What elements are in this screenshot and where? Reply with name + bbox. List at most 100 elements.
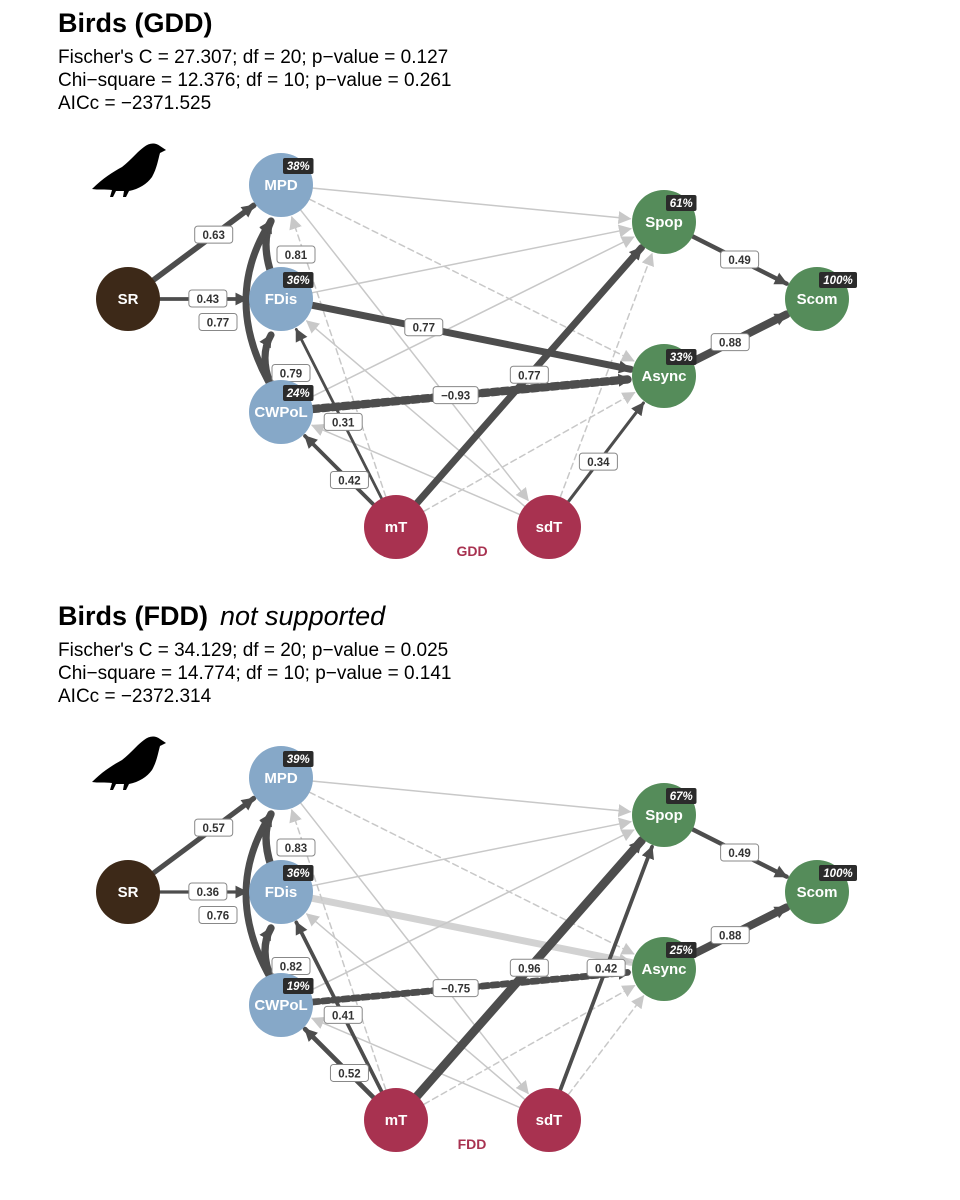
svg-text:0.49: 0.49 — [728, 848, 750, 860]
edge-sdt-cwpol — [311, 424, 521, 516]
panel-gdd: 0.63 0.43 0.81 0.77 0.79 0.42 0.31 0.77 0.77 −0.9… — [58, 8, 857, 559]
node-sdt: sdT — [517, 1088, 581, 1152]
node-sr: SR — [96, 860, 160, 924]
edge-label-layer: 0.57 0.36 0.83 0.76 0.82 0.52 0.41 0.96 0.42 −0.7… — [188, 818, 760, 1082]
coefficient-label: 0.77 — [404, 318, 444, 337]
node-fdis: FDis 36% — [249, 267, 314, 331]
edge-mt-cwpol — [303, 434, 376, 507]
edge-mpd-sdt — [299, 209, 529, 502]
svg-text:0.42: 0.42 — [338, 475, 360, 487]
node-mt: mT — [364, 1088, 428, 1152]
node-label: FDis — [265, 884, 298, 901]
node-label: Async — [641, 961, 686, 978]
svg-text:25%: 25% — [669, 945, 693, 957]
r2-badge: 38% — [283, 158, 314, 174]
svg-text:0.77: 0.77 — [413, 323, 435, 335]
coefficient-label: 0.63 — [194, 225, 234, 244]
coefficient-label: 0.82 — [271, 957, 311, 975]
svg-text:24%: 24% — [286, 388, 310, 400]
node-label: MPD — [264, 770, 298, 787]
svg-text:0.88: 0.88 — [719, 931, 742, 943]
svg-text:33%: 33% — [670, 352, 693, 364]
coefficient-label: 0.79 — [271, 364, 311, 382]
edge-cwpol-mpd — [242, 810, 275, 983]
svg-text:0.96: 0.96 — [518, 963, 540, 975]
r2-badge: 100% — [819, 865, 857, 881]
r2-badge: 100% — [819, 272, 857, 288]
r2-badge: 33% — [666, 349, 697, 365]
node-label: Scom — [797, 884, 838, 901]
fischer-c-stat: Fischer's C = 27.307; df = 20; p−value =… — [58, 47, 449, 68]
node-spop: Spop 67% — [632, 783, 697, 847]
svg-text:36%: 36% — [287, 275, 310, 287]
svg-text:19%: 19% — [287, 981, 310, 993]
node-mpd: MPD 39% — [249, 746, 314, 810]
coefficient-label: −0.75 — [432, 979, 479, 998]
r2-badge: 19% — [283, 978, 314, 994]
support-note: not supported — [220, 601, 386, 631]
node-label: CWPoL — [254, 404, 307, 421]
svg-text:0.52: 0.52 — [338, 1068, 360, 1080]
svg-text:0.77: 0.77 — [518, 370, 540, 382]
coefficient-label: −0.93 — [432, 386, 479, 405]
r2-badge: 25% — [666, 942, 697, 958]
edge-mpd-spop — [312, 187, 632, 225]
svg-text:0.43: 0.43 — [197, 294, 219, 306]
coefficient-label: 0.49 — [720, 843, 760, 862]
svg-text:38%: 38% — [287, 161, 310, 173]
svg-text:0.76: 0.76 — [207, 911, 229, 923]
node-label: sdT — [536, 1112, 563, 1129]
node-label: MPD — [264, 177, 298, 194]
edge-mpd-async — [308, 791, 635, 955]
r2-badge: 61% — [666, 195, 697, 211]
edge-fdis-spop — [311, 817, 632, 887]
edge-mpd-sdt — [299, 802, 529, 1095]
node-fdis: FDis 36% — [249, 860, 314, 924]
node-label: FDis — [265, 291, 298, 308]
edge-cwpol-spop — [308, 236, 635, 399]
edge-mt-async — [423, 984, 636, 1106]
edge-cwpol-fdis — [259, 331, 275, 390]
panel-title: Birds (GDD) — [58, 8, 213, 38]
edge-mpd-spop — [312, 780, 632, 818]
node-layer: SR MPD 38% FDis 36% CWPoL 24% mT sdT Spop 61% Async… — [96, 153, 857, 559]
svg-text:0.49: 0.49 — [728, 255, 750, 267]
node-label: sdT — [536, 519, 563, 536]
bird-silhouette-icon — [92, 143, 166, 197]
bird-silhouette-icon — [92, 736, 166, 790]
node-label: SR — [118, 884, 139, 901]
edge-fdis-async — [308, 301, 635, 374]
node-label: Spop — [645, 807, 683, 824]
r2-badge: 36% — [283, 865, 314, 881]
svg-text:−0.93: −0.93 — [441, 391, 470, 403]
svg-text:0.31: 0.31 — [332, 417, 355, 429]
coefficient-label: 0.77 — [509, 365, 549, 384]
edge-mt-async — [423, 391, 636, 513]
svg-text:0.63: 0.63 — [203, 230, 225, 242]
coefficient-label: 0.88 — [710, 926, 750, 945]
node-label: SR — [118, 291, 139, 308]
coefficient-label: 0.36 — [188, 882, 228, 901]
svg-text:0.57: 0.57 — [203, 823, 225, 835]
r2-badge: 24% — [283, 385, 314, 401]
coefficient-label: 0.41 — [323, 1005, 363, 1024]
driver-label: FDD — [458, 1136, 487, 1152]
aicc-stat: AICc = −2372.314 — [58, 686, 212, 707]
fit-statistics: Fischer's C = 27.307; df = 20; p−value =… — [58, 46, 452, 115]
svg-text:0.83: 0.83 — [285, 843, 307, 855]
node-label: mT — [385, 1112, 408, 1129]
node-label: CWPoL — [254, 997, 307, 1014]
coefficient-label: 0.81 — [276, 245, 316, 264]
aicc-stat: AICc = −2371.525 — [58, 93, 212, 114]
node-label: Spop — [645, 214, 683, 231]
svg-text:100%: 100% — [823, 275, 852, 287]
svg-text:39%: 39% — [287, 754, 310, 766]
svg-text:100%: 100% — [823, 868, 852, 880]
svg-text:0.79: 0.79 — [280, 369, 302, 381]
node-sr: SR — [96, 267, 160, 331]
edge-mt-mpd — [289, 808, 387, 1091]
coefficient-label: 0.52 — [329, 1063, 369, 1082]
svg-text:67%: 67% — [670, 791, 693, 803]
edge-sdt-spop — [559, 252, 654, 498]
coefficient-label: 0.76 — [198, 906, 238, 924]
